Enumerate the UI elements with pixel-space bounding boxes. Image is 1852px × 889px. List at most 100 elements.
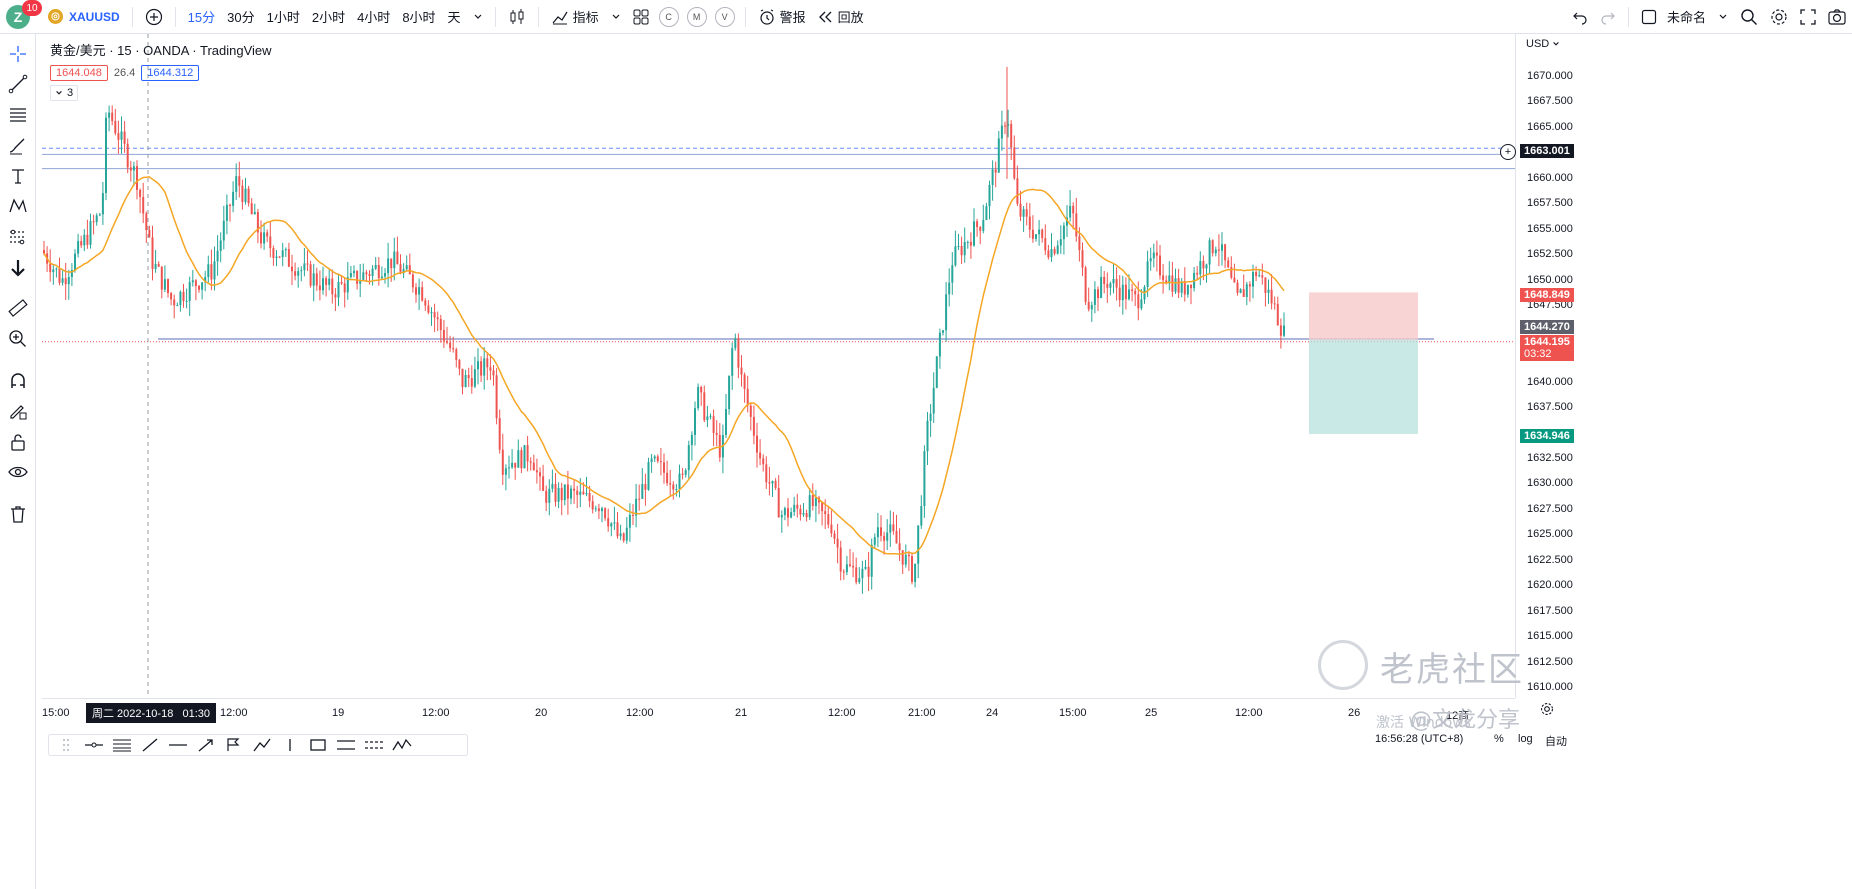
brush-tool[interactable] <box>4 134 32 158</box>
watermark-activate: 激活 Windows <box>1376 715 1471 731</box>
drag-handle[interactable] <box>55 737 77 753</box>
magnet-tool[interactable] <box>4 369 32 393</box>
replay-button[interactable]: 回放 <box>812 0 870 34</box>
timeframe-button[interactable]: 4小时 <box>357 10 391 25</box>
layout-name-button[interactable]: 未命名 <box>1635 0 1712 34</box>
candle-body <box>188 282 191 301</box>
last-price-tag[interactable]: 1644.270 <box>1520 320 1574 334</box>
candle-body <box>566 484 569 499</box>
trendline-icon <box>142 738 158 752</box>
fullscreen-icon <box>1800 8 1816 25</box>
candle-body <box>349 273 352 278</box>
candle-body <box>101 193 104 215</box>
candle-body <box>752 416 755 436</box>
fav-trendline-tool[interactable] <box>139 737 161 753</box>
pattern-tool[interactable] <box>4 194 32 218</box>
symbol-search-button[interactable]: ◎ XAUUSD <box>42 0 126 34</box>
percent-toggle[interactable]: % <box>1494 733 1504 745</box>
stop-price-tag[interactable]: 1634.946 <box>1520 429 1574 443</box>
fav-horizontal-tool[interactable] <box>167 737 189 753</box>
fav-range-tool[interactable] <box>335 737 357 753</box>
compare-button[interactable]: V <box>714 6 735 27</box>
candle-body <box>1217 249 1220 251</box>
fav-rect-tool[interactable] <box>307 737 329 753</box>
fav-flag-tool[interactable] <box>223 737 245 753</box>
fav-vline-tool[interactable] <box>279 737 301 753</box>
alert-button[interactable]: 警报 <box>752 0 812 34</box>
candle-body <box>266 232 269 237</box>
indicators-button[interactable]: 指标 <box>545 0 605 34</box>
timeframe-button[interactable]: 15分 <box>187 10 216 25</box>
undo-button[interactable] <box>1566 0 1594 34</box>
keep-drawing-tool[interactable] <box>4 399 32 423</box>
fav-channel-tool[interactable] <box>363 737 385 753</box>
fav-path-tool[interactable] <box>251 737 273 753</box>
candle-body <box>1267 289 1270 293</box>
grid-layout-icon <box>633 9 649 24</box>
prediction-tool[interactable] <box>4 225 32 249</box>
trendline-tool[interactable] <box>4 72 32 96</box>
snapshot-button[interactable] <box>1822 0 1852 34</box>
candle-body <box>92 221 95 223</box>
candle-body <box>1124 284 1127 300</box>
candle-body <box>1174 278 1177 292</box>
ruler-tool[interactable] <box>4 296 32 320</box>
settings-button[interactable] <box>1764 0 1794 34</box>
current-price-tag[interactable]: 1644.195 03:32 <box>1520 335 1574 361</box>
candle-body <box>374 264 377 269</box>
arrow-tool[interactable] <box>4 256 32 280</box>
chart-pane[interactable] <box>42 34 1515 698</box>
candle-body <box>1109 283 1112 288</box>
fav-fib-tool[interactable] <box>111 737 133 753</box>
buy-price-box[interactable]: 1644.312 <box>141 65 200 81</box>
timeframe-button[interactable]: 天 <box>447 10 461 25</box>
axis-settings-button[interactable] <box>1540 702 1554 719</box>
timeframe-button[interactable]: 1小时 <box>266 10 300 25</box>
redo-button[interactable] <box>1594 0 1622 34</box>
fullscreen-button[interactable] <box>1794 0 1822 34</box>
price-label: 1652.500 <box>1527 248 1573 261</box>
lock-tool[interactable] <box>4 430 32 454</box>
compare-button[interactable]: M <box>686 6 707 27</box>
currency-selector[interactable]: USD <box>1526 38 1560 50</box>
indicators-dropdown[interactable] <box>605 0 627 34</box>
layout-button[interactable] <box>627 0 655 34</box>
search-button[interactable] <box>1734 0 1764 34</box>
timeframe-button[interactable]: 30分 <box>227 10 255 25</box>
fav-zigzag-tool[interactable] <box>391 737 413 753</box>
zoom-tool[interactable] <box>4 327 32 351</box>
candle-body <box>684 470 687 475</box>
add-symbol-button[interactable] <box>139 0 169 34</box>
auto-toggle[interactable]: 自动 <box>1545 736 1567 748</box>
indicators-toggle[interactable]: 3 <box>50 85 79 101</box>
chart-type-button[interactable] <box>502 0 532 34</box>
fib-tool[interactable] <box>4 103 32 127</box>
time-axis[interactable]: 15:00 12:00 19 12:00 20 12:00 21 12:00 21:00 24 15… <box>42 698 1515 726</box>
alert-line-tag[interactable]: 1663.001 <box>1520 144 1574 158</box>
fav-hline-tool[interactable] <box>83 737 105 753</box>
trendline-icon <box>8 74 28 94</box>
delete-tool[interactable] <box>4 502 32 526</box>
fav-arrow-tool[interactable] <box>195 737 217 753</box>
candle-body <box>114 121 117 134</box>
sell-price-box[interactable]: 1644.048 <box>50 65 108 81</box>
stop-zone <box>1309 292 1418 340</box>
candle-body <box>58 268 61 283</box>
log-toggle[interactable]: log <box>1518 733 1533 745</box>
price-chart[interactable] <box>42 34 1515 698</box>
candle-body <box>111 112 114 122</box>
text-tool[interactable] <box>4 164 32 188</box>
compare-button[interactable]: C <box>658 6 679 27</box>
price-axis[interactable]: USD 1670.000 1667.500 1665.000 1660.000 1657… <box>1500 34 1852 698</box>
visibility-tool[interactable] <box>4 460 32 484</box>
layout-menu-dropdown[interactable] <box>1712 0 1734 34</box>
time-label: 25 <box>1145 707 1158 719</box>
timeframe-button[interactable]: 2小时 <box>311 10 346 25</box>
timeframe-dropdown[interactable] <box>467 0 489 34</box>
timeframe-button[interactable]: 8小时 <box>402 10 436 25</box>
crosshair-tool[interactable] <box>4 42 32 66</box>
target-price-tag[interactable]: 1648.849 <box>1520 288 1574 302</box>
alert-add-button[interactable]: + <box>1500 144 1516 160</box>
candle-body <box>1078 236 1081 251</box>
clock-label[interactable]: 16:56:28 (UTC+8) <box>1375 733 1464 745</box>
